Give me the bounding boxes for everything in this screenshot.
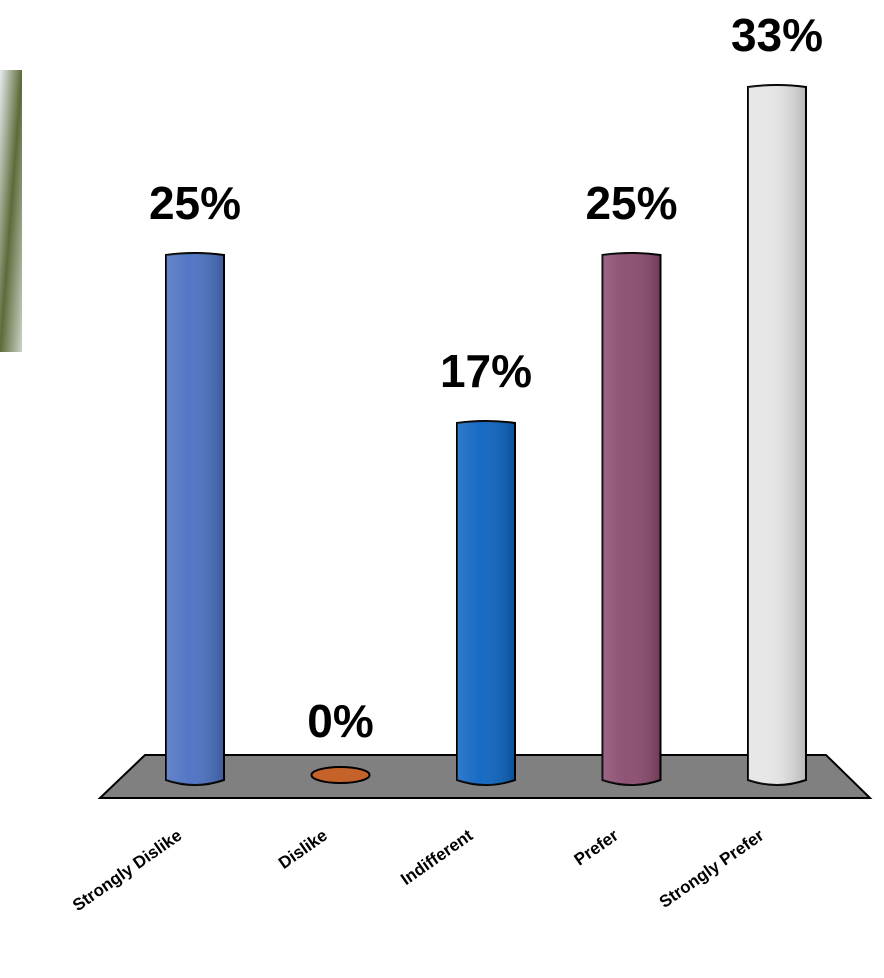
bar-shade	[166, 253, 224, 785]
bar-shade	[748, 85, 806, 785]
x-tick-label: Strongly Dislike	[69, 826, 185, 915]
bar-shade	[602, 253, 661, 785]
value-label: 33%	[731, 9, 823, 61]
x-tick-label: Prefer	[571, 825, 622, 869]
bar-shade	[457, 421, 515, 785]
value-label: 17%	[440, 345, 532, 397]
value-label: 25%	[585, 177, 677, 229]
x-tick-label: Dislike	[275, 826, 331, 873]
x-tick-label: Indifferent	[397, 826, 476, 889]
photo-fragment	[0, 70, 22, 352]
bar	[310, 766, 371, 784]
value-label: 25%	[149, 177, 241, 229]
value-label: 0%	[307, 695, 373, 747]
x-tick-label: Strongly Prefer	[656, 825, 768, 911]
